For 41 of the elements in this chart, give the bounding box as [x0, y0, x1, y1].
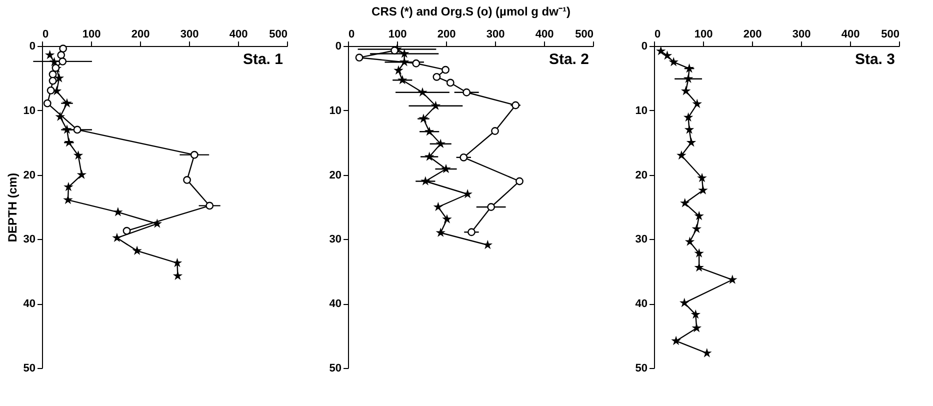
y-tick-label: 50: [329, 362, 342, 374]
y-axis-title: DEPTH (cm): [5, 172, 20, 242]
y-tick-label: 10: [635, 104, 648, 117]
annotation: Sta. 1: [242, 51, 283, 68]
x-tick-label: 300: [180, 28, 199, 40]
x-tick-label: 400: [841, 28, 860, 40]
x-tick-label: 200: [743, 28, 762, 40]
y-tick-label: 20: [23, 169, 36, 182]
y-tick-label: 30: [329, 234, 342, 246]
y-tick-label: 0: [29, 40, 36, 52]
y-tick-label: 0: [641, 40, 648, 52]
y-tick-label: 0: [335, 40, 342, 52]
y-tick-label: 50: [23, 362, 36, 374]
x-tick-label: 200: [131, 28, 150, 40]
annotation: Sta. 3: [854, 51, 895, 68]
x-tick-label: 400: [229, 28, 248, 40]
x-tick-label: 0: [654, 28, 661, 40]
y-tick-label: 30: [23, 234, 36, 246]
y-tick-label: 50: [635, 362, 648, 374]
x-tick-label: 500: [575, 28, 594, 40]
x-tick-label: 400: [535, 28, 554, 40]
y-tick-label: 10: [23, 104, 36, 117]
y-tick-label: 40: [23, 298, 36, 310]
x-tick-label: 200: [437, 28, 456, 40]
y-tick-label: 40: [329, 298, 342, 310]
y-tick-label: 20: [329, 169, 342, 182]
x-tick-label: 100: [82, 28, 101, 40]
y-tick-label: 10: [329, 104, 342, 117]
x-tick-label: 100: [694, 28, 713, 40]
x-tick-label: 500: [881, 28, 900, 40]
x-tick-label: 500: [269, 28, 288, 40]
x-tick-label: 100: [388, 28, 407, 40]
y-tick-label: 40: [635, 298, 648, 310]
x-tick-label: 0: [348, 28, 355, 40]
x-tick-label: 300: [486, 28, 505, 40]
annotation: Sta. 2: [548, 51, 589, 68]
x-axis-title: CRS (*) and Org.S (o) (µmol g dw⁻¹): [372, 4, 570, 18]
y-tick-label: 30: [635, 234, 648, 246]
x-tick-label: 300: [792, 28, 811, 40]
x-tick-label: 0: [42, 28, 49, 40]
y-tick-label: 20: [635, 169, 648, 182]
